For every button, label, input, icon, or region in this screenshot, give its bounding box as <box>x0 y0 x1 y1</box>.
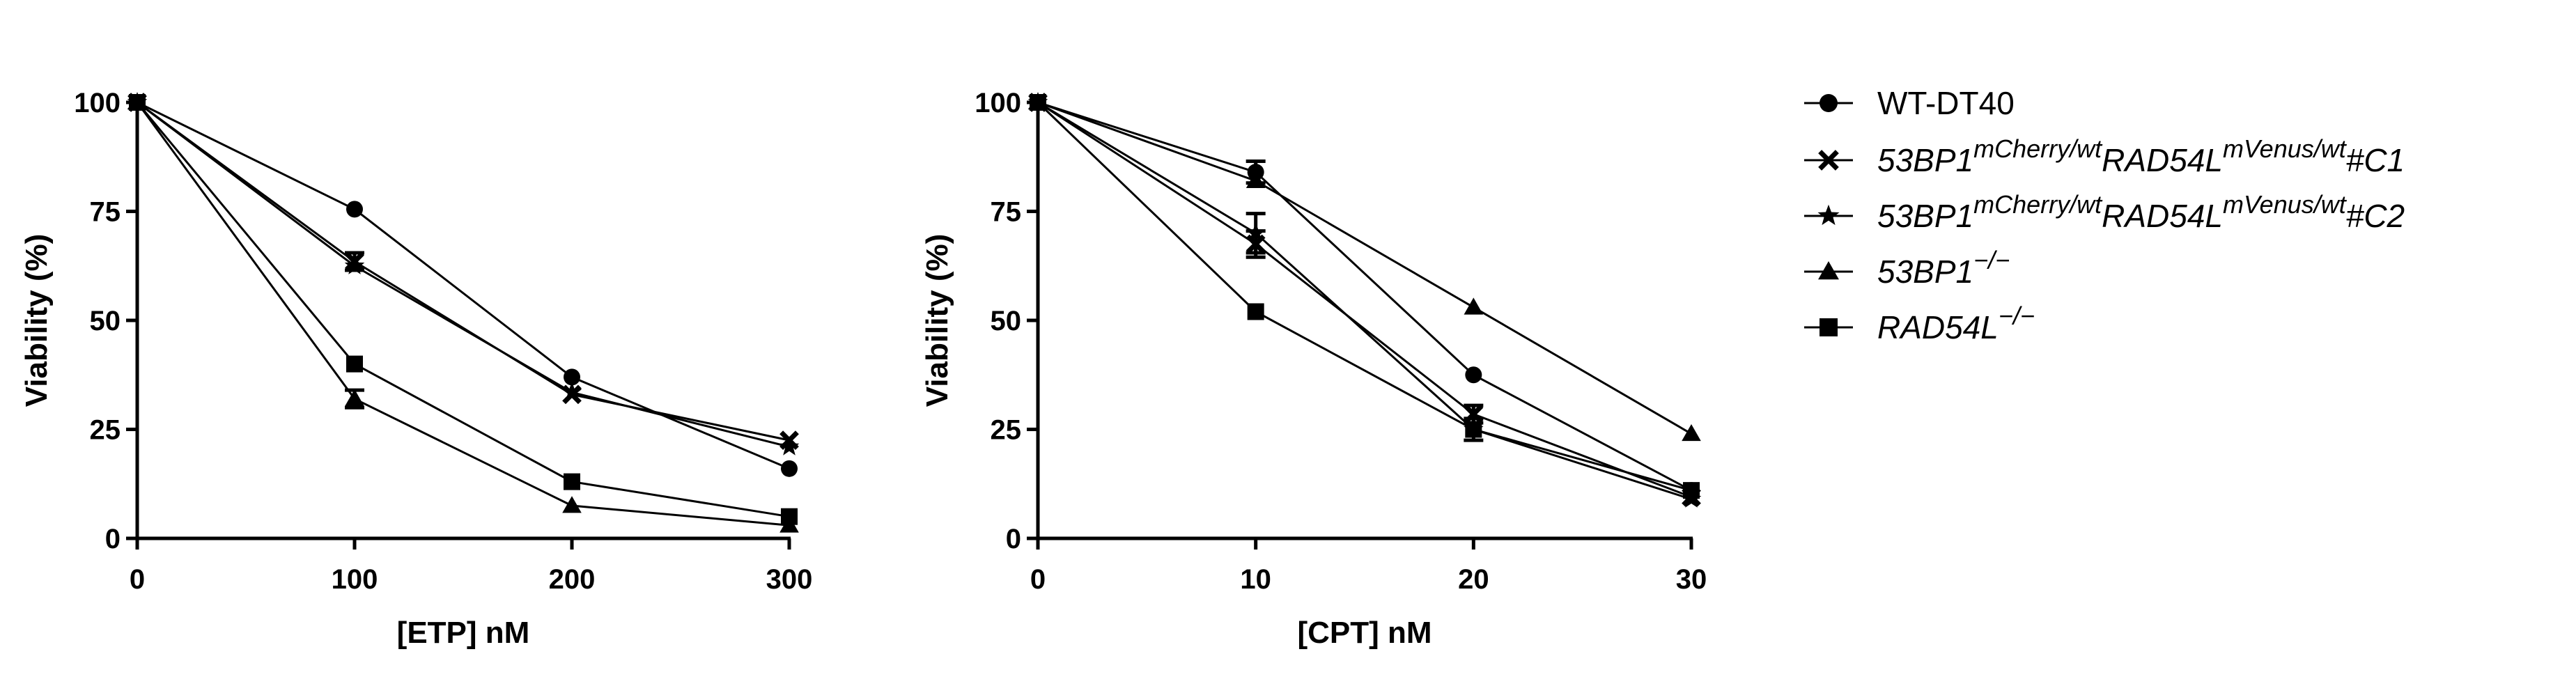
data-point-circle <box>1465 366 1482 384</box>
x-tick-label: 300 <box>766 564 813 595</box>
series-line <box>137 101 790 448</box>
data-point-square <box>1030 94 1046 111</box>
y-axis-title: Viability (%) <box>20 234 54 407</box>
data-point-triangle <box>1246 171 1266 189</box>
x-tick-label: 0 <box>1030 564 1046 595</box>
data-point-square <box>1683 482 1700 499</box>
x-tick-label: 200 <box>549 564 596 595</box>
x-tick-label: 30 <box>1676 564 1707 595</box>
data-point-square <box>564 473 580 490</box>
legend-label: 53BP1mCherry/wtRAD54LmVenus/wt#C1 <box>1877 134 2405 178</box>
y-tick-label: 25 <box>90 415 121 446</box>
y-tick-label: 0 <box>1006 524 1021 554</box>
legend-marker-x <box>1818 150 1839 171</box>
legend-label: WT-DT40 <box>1877 85 2015 121</box>
series-rad54l <box>129 94 798 525</box>
x-tick-label: 10 <box>1240 564 1271 595</box>
legend-marker-circle <box>1820 94 1838 112</box>
legend-entry: 53BP1mCherry/wtRAD54LmVenus/wt#C2 <box>1804 190 2405 234</box>
legend-entry: RAD54L−/− <box>1804 302 2035 345</box>
series-wt-dt40 <box>129 94 798 477</box>
etp-viability-chart: 0 25 50 75 100 0 100 200 300 [ETP] nM Viability (%… <box>20 88 812 650</box>
y-tick-label: 50 <box>991 306 1022 336</box>
series-53bp1 <box>127 93 799 533</box>
x-axis-title: [CPT] nM <box>1297 616 1431 650</box>
y-tick-label: 0 <box>105 524 121 554</box>
series-line <box>136 102 790 518</box>
data-point-star <box>1246 222 1266 242</box>
data-point-square <box>129 94 146 111</box>
y-tick-label: 25 <box>991 415 1022 446</box>
legend-label: 53BP1mCherry/wtRAD54LmVenus/wt#C2 <box>1877 190 2405 234</box>
legend-marker-star <box>1817 204 1840 226</box>
legend-label: 53BP1−/− <box>1877 246 2010 290</box>
y-axis-title: Viability (%) <box>920 234 954 407</box>
data-point-square <box>1465 421 1482 438</box>
series-wt-dt40 <box>1030 94 1700 499</box>
legend-entry: WT-DT40 <box>1804 85 2015 121</box>
data-point-square <box>346 355 363 373</box>
y-tick-label: 100 <box>975 88 1021 118</box>
data-point-star <box>779 436 800 455</box>
series-53bp1-mcherry-wt-rad54l-mvenus-wt-c1 <box>1028 93 1701 507</box>
cpt-viability-chart: 0 25 50 75 100 0 10 20 30 [CPT] nM Viability (%) <box>920 88 1707 650</box>
data-point-square <box>1247 303 1264 320</box>
y-tick-label: 75 <box>90 197 121 228</box>
data-point-triangle <box>1464 297 1484 315</box>
legend: WT-DT40 53BP1mCherry/wtRAD54LmVenus/wt#C1… <box>1804 85 2405 345</box>
data-point-circle <box>781 460 798 477</box>
x-tick-label: 100 <box>332 564 378 595</box>
data-point-triangle <box>562 496 582 513</box>
legend-entry: 53BP1−/− <box>1804 246 2010 290</box>
x-axis-title: [ETP] nM <box>397 616 530 650</box>
data-point-star <box>561 382 582 401</box>
data-point-star <box>344 255 365 274</box>
x-tick-label: 20 <box>1458 564 1489 595</box>
y-tick-label: 50 <box>90 306 121 336</box>
legend-marker-triangle <box>1818 261 1839 280</box>
data-point-triangle <box>345 389 364 407</box>
series-line <box>136 102 790 527</box>
data-point-circle <box>564 368 580 386</box>
series-53bp1 <box>1028 93 1701 442</box>
legend-entry: 53BP1mCherry/wtRAD54LmVenus/wt#C1 <box>1804 134 2405 178</box>
series-line <box>1037 101 1692 501</box>
legend-marker-square <box>1820 318 1838 336</box>
data-point-circle <box>346 201 363 218</box>
series-53bp1-mcherry-wt-rad54l-mvenus-wt-c2 <box>1027 92 1702 508</box>
series-line <box>1037 101 1692 492</box>
x-tick-label: 0 <box>130 564 145 595</box>
series-line <box>137 101 790 442</box>
legend-label: RAD54L−/− <box>1877 302 2035 345</box>
series-line <box>1037 101 1692 492</box>
data-point-square <box>781 508 798 525</box>
series-line <box>1037 101 1692 435</box>
series-line <box>137 101 790 470</box>
y-tick-label: 75 <box>991 197 1022 228</box>
y-tick-label: 100 <box>74 88 121 118</box>
series-rad54l <box>1030 94 1700 499</box>
data-point-triangle <box>1682 423 1701 442</box>
series-line <box>1037 101 1692 498</box>
